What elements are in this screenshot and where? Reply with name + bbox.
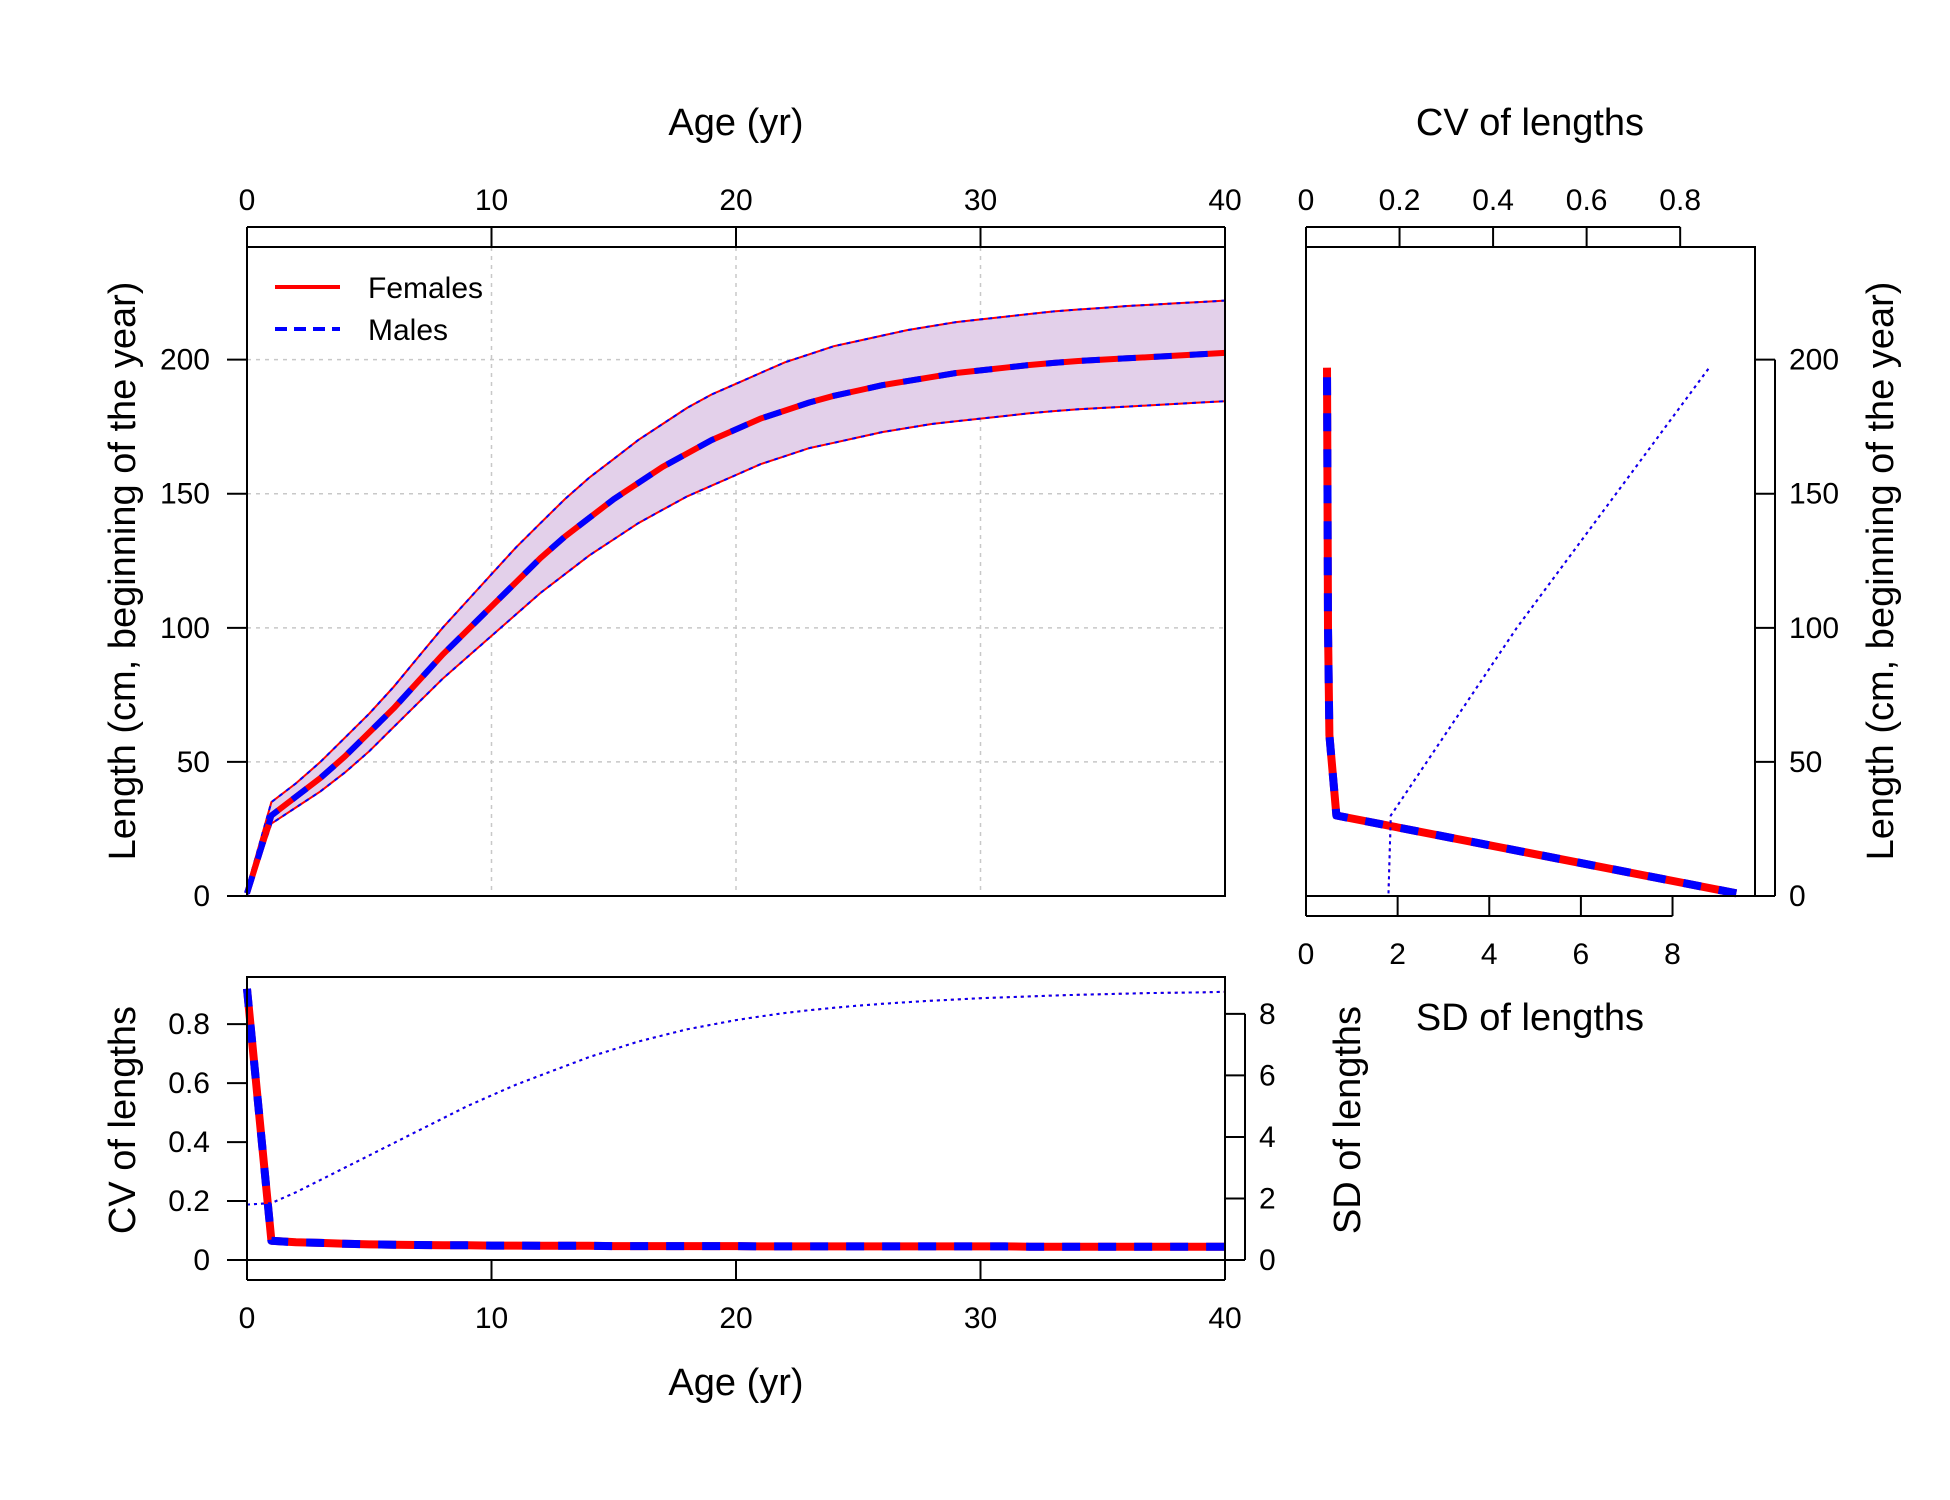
sd-y-tick-label-6: 6 xyxy=(1259,1059,1276,1092)
length-at-age-axes: 0 10 20 30 40 0 50 100 150 200 xyxy=(160,184,1242,913)
sd-bottom-tick-label-0: 0 xyxy=(1298,938,1315,971)
right-y-tick-label-200: 200 xyxy=(1789,344,1839,377)
y-tick-label-150: 150 xyxy=(160,478,210,511)
males-lower-interval-line xyxy=(246,400,1226,897)
x-tick-label-30: 30 xyxy=(964,184,997,217)
males-length-line xyxy=(244,349,1226,895)
variability-at-age-left-axis-title: CV of lengths xyxy=(102,1006,144,1234)
right-y-tick-label-0: 0 xyxy=(1789,880,1806,913)
variability-at-age-x-axis-title: Age (yr) xyxy=(668,1362,803,1404)
sd-y-tick-label-8: 8 xyxy=(1259,998,1276,1031)
legend-females-label: Females xyxy=(368,272,483,305)
males-sd-at-age-line xyxy=(246,990,1226,1206)
cv-top-tick-label-0-6: 0.6 xyxy=(1566,184,1608,217)
x-tick-label-10: 10 xyxy=(475,184,508,217)
cv-top-tick-label-0-2: 0.2 xyxy=(1379,184,1421,217)
y-tick-label-50: 50 xyxy=(177,746,210,779)
right-y-tick-label-50: 50 xyxy=(1789,746,1822,779)
length-at-age-lines xyxy=(244,299,1226,897)
cv-top-tick-label-0-8: 0.8 xyxy=(1659,184,1701,217)
males-upper-interval-line xyxy=(246,299,1226,889)
variability-at-age-lines xyxy=(243,988,1226,1251)
sd-y-tick-label-2: 2 xyxy=(1259,1182,1276,1215)
y-tick-label-0: 0 xyxy=(193,880,210,913)
sd-bottom-tick-label-2: 2 xyxy=(1389,938,1406,971)
length-at-age-x-axis-title: Age (yr) xyxy=(668,102,803,144)
y-tick-label-200: 200 xyxy=(160,344,210,377)
variability-vs-length-plot-frame xyxy=(1305,246,1756,897)
cv-top-tick-label-0: 0 xyxy=(1298,184,1315,217)
length-at-age-panel: 0 10 20 30 40 0 50 100 150 200 Age (yr) Length (c… xyxy=(102,102,1242,913)
males-sd-by-length-line xyxy=(1387,367,1711,894)
legend-males-label: Males xyxy=(368,314,448,347)
legend: Females Males xyxy=(275,272,483,347)
x-tick-label-30: 30 xyxy=(964,1302,997,1335)
sd-y-tick-label-0: 0 xyxy=(1259,1244,1276,1277)
length-at-age-y-axis-title: Length (cm, beginning of the year) xyxy=(102,282,144,861)
variability-at-age-right-axis-title: SD of lengths xyxy=(1327,1006,1369,1234)
variability-vs-length-top-axis-title: CV of lengths xyxy=(1416,102,1644,144)
x-tick-label-0: 0 xyxy=(239,184,256,217)
x-tick-label-20: 20 xyxy=(719,1302,752,1335)
cv-y-tick-label-0-8: 0.8 xyxy=(168,1008,210,1041)
x-tick-label-20: 20 xyxy=(719,184,752,217)
variability-vs-length-bottom-axis-title: SD of lengths xyxy=(1416,997,1644,1039)
variability-vs-length-panel: 0 0.2 0.4 0.6 0.8 0 2 4 6 8 0 50 100 150 200 CV of len… xyxy=(1298,102,1902,1039)
males-cv-by-length-line xyxy=(1323,367,1738,898)
sd-bottom-tick-label-6: 6 xyxy=(1573,938,1590,971)
sd-y-tick-label-4: 4 xyxy=(1259,1121,1276,1154)
cv-y-tick-label-0: 0 xyxy=(193,1244,210,1277)
sd-bottom-tick-label-8: 8 xyxy=(1664,938,1681,971)
x-tick-label-10: 10 xyxy=(475,1302,508,1335)
y-tick-label-100: 100 xyxy=(160,612,210,645)
x-tick-label-0: 0 xyxy=(239,1302,256,1335)
x-tick-label-40: 40 xyxy=(1208,184,1241,217)
cv-y-tick-label-0-6: 0.6 xyxy=(168,1067,210,1100)
variability-at-age-axes: 0 10 20 30 40 0 0.2 0.4 0.6 0.8 0 2 4 6 8 xyxy=(168,998,1275,1335)
right-y-tick-label-150: 150 xyxy=(1789,478,1839,511)
x-tick-label-40: 40 xyxy=(1208,1302,1241,1335)
variability-vs-length-lines xyxy=(1323,367,1738,898)
cv-y-tick-label-0-2: 0.2 xyxy=(168,1185,210,1218)
variability-at-age-panel: 0 10 20 30 40 0 0.2 0.4 0.6 0.8 0 2 4 6 8 Age (yr) CV … xyxy=(102,976,1369,1404)
sd-bottom-tick-label-4: 4 xyxy=(1481,938,1498,971)
variability-vs-length-axes: 0 0.2 0.4 0.6 0.8 0 2 4 6 8 0 50 100 150 200 xyxy=(1298,184,1839,971)
females-cv-at-age-line xyxy=(243,988,1225,1251)
variability-vs-length-y-axis-title: Length (cm, beginning of the year) xyxy=(1860,282,1902,861)
cv-top-tick-label-0-4: 0.4 xyxy=(1472,184,1514,217)
cv-y-tick-label-0-4: 0.4 xyxy=(168,1126,210,1159)
right-y-tick-label-100: 100 xyxy=(1789,612,1839,645)
